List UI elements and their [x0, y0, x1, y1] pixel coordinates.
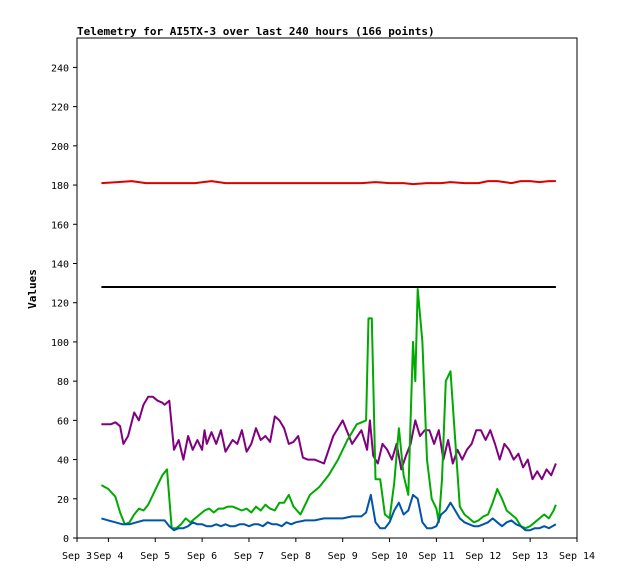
y-tick-label: 180	[51, 181, 69, 192]
x-tick-label: Sep 8	[281, 551, 311, 562]
y-tick-label: 100	[51, 338, 69, 349]
x-tick-label: Sep 7	[234, 551, 264, 562]
x-axis: Sep 3 Sep 4 Sep 5 Sep 6 Sep 7 Sep 8 Sep 9 Sep 1…	[62, 538, 595, 562]
y-tick-label: 60	[57, 416, 69, 427]
x-tick-label: Sep 12	[465, 551, 501, 562]
x-tick-label: Sep 14	[559, 551, 595, 562]
x-tick-label: Sep 9	[328, 551, 358, 562]
y-tick-label: 80	[57, 377, 69, 388]
x-tick-label: Sep 10	[371, 551, 407, 562]
y-tick-label: 0	[63, 534, 69, 545]
y-tick-label: 120	[51, 299, 69, 310]
series-layer	[100, 180, 557, 532]
y-tick-label: 20	[57, 495, 69, 506]
x-tick-label: Sep 3	[62, 551, 92, 562]
x-tick-label: Sep 11	[418, 551, 454, 562]
series-line-5	[101, 493, 557, 532]
series-line-1	[101, 180, 556, 186]
series-line-4	[100, 288, 557, 530]
x-tick-label: Sep 13	[512, 551, 548, 562]
y-tick-label: 160	[51, 220, 69, 231]
y-axis: 0 20 40 60 80 100 120 140 160 180 200 220 240	[51, 63, 77, 545]
y-tick-label: 200	[51, 142, 69, 153]
y-tick-label: 220	[51, 103, 69, 114]
y-tick-label: 240	[51, 63, 69, 74]
series-line-3	[101, 395, 557, 481]
chart-title: Telemetry for AI5TX-3 over last 240 hour…	[77, 25, 435, 38]
x-tick-label: Sep 6	[187, 551, 217, 562]
y-tick-label: 140	[51, 259, 69, 270]
y-tick-label: 40	[57, 456, 69, 467]
y-axis-label: Values	[26, 269, 39, 309]
x-tick-label: Sep 4	[93, 551, 123, 562]
x-tick-label: Sep 5	[140, 551, 170, 562]
